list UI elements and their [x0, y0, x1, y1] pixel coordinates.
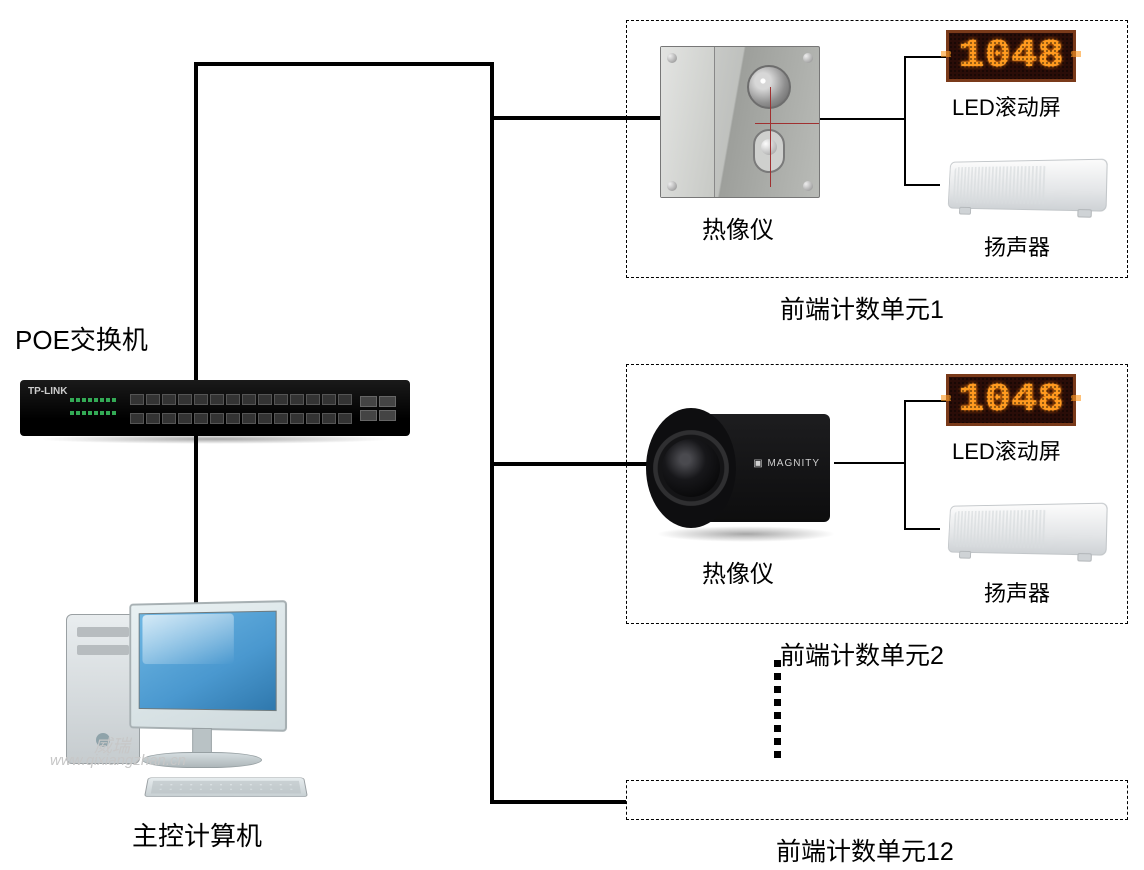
unit12-title: 前端计数单元12: [776, 832, 954, 868]
poe-switch: TP-LINK: [20, 380, 410, 436]
poe-switch-leds: [70, 398, 118, 422]
wire-main-horizontal: [194, 62, 494, 66]
unit2-thermal-camera: MAGNITY: [646, 404, 836, 532]
watermark-line2: www.qixiangzhan.cn: [50, 752, 186, 769]
wire-branch-unit12: [490, 800, 626, 804]
unit1-led-display: 1048: [946, 30, 1076, 82]
unit1-camera-label: 热像仪: [702, 210, 774, 245]
wire-branch-unit2: [490, 462, 648, 466]
unit1-speaker: [948, 159, 1108, 212]
unit1-title: 前端计数单元1: [780, 290, 944, 326]
pc-label: 主控计算机: [132, 816, 262, 853]
unit2-wire-vertical: [904, 400, 906, 528]
wire-switch-to-pc: [194, 434, 198, 608]
unit2-wire-cam-out: [834, 462, 904, 464]
unit2-camera-brand: MAGNITY: [753, 458, 820, 469]
poe-switch-sfp: [360, 396, 400, 422]
pc-keyboard: [144, 777, 308, 797]
unit2-title: 前端计数单元2: [780, 636, 944, 672]
continuation-dots: [772, 660, 782, 758]
wire-main-vertical: [194, 62, 198, 384]
unit2-led-display: 1048: [946, 374, 1076, 426]
wire-right-vertical: [490, 62, 494, 804]
unit2-camera-label: 热像仪: [702, 554, 774, 589]
unit2-wire-to-led: [904, 400, 946, 402]
unit2-led-value: 1048: [958, 378, 1064, 423]
unit1-wire-to-led: [904, 56, 946, 58]
unit1-wire-to-speaker: [904, 184, 940, 186]
unit1-wire-vertical: [904, 56, 906, 184]
unit1-wire-cam-out: [820, 118, 904, 120]
poe-switch-label: POE交换机: [15, 320, 148, 357]
unit1-led-value: 1048: [958, 34, 1064, 79]
unit2-speaker: [948, 503, 1108, 556]
poe-switch-brand: TP-LINK: [28, 386, 67, 397]
unit1-speaker-label: 扬声器: [984, 230, 1050, 262]
unit1-led-label: LED滚动屏: [952, 90, 1061, 122]
unit2-wire-to-speaker: [904, 528, 940, 530]
poe-switch-ports: [130, 394, 360, 424]
unit2-led-label: LED滚动屏: [952, 434, 1061, 466]
unit12-box: [626, 780, 1128, 820]
unit1-thermal-camera: [660, 46, 820, 198]
unit2-speaker-label: 扬声器: [984, 576, 1050, 608]
pc-monitor: [129, 600, 287, 732]
